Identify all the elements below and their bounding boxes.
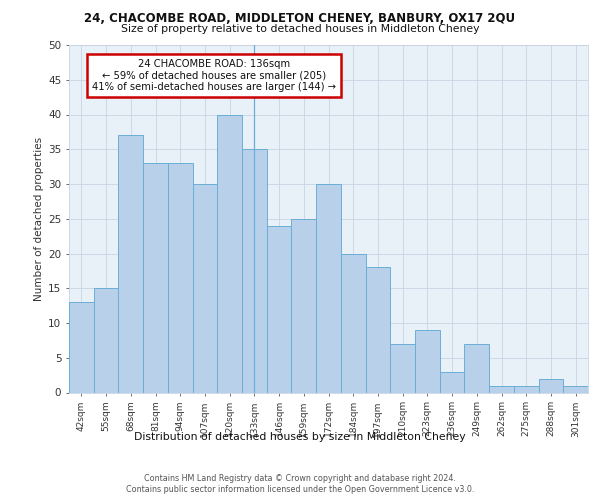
Bar xyxy=(267,226,292,392)
Bar xyxy=(242,149,267,392)
Text: 24, CHACOMBE ROAD, MIDDLETON CHENEY, BANBURY, OX17 2QU: 24, CHACOMBE ROAD, MIDDLETON CHENEY, BAN… xyxy=(85,12,515,24)
Text: Distribution of detached houses by size in Middleton Cheney: Distribution of detached houses by size … xyxy=(134,432,466,442)
Bar xyxy=(464,344,489,393)
Bar xyxy=(341,254,365,392)
Text: Size of property relative to detached houses in Middleton Cheney: Size of property relative to detached ho… xyxy=(121,24,479,34)
Y-axis label: Number of detached properties: Number of detached properties xyxy=(34,136,44,301)
Bar xyxy=(292,219,316,392)
Text: Contains HM Land Registry data © Crown copyright and database right 2024.: Contains HM Land Registry data © Crown c… xyxy=(144,474,456,483)
Bar xyxy=(118,136,143,392)
Text: 24 CHACOMBE ROAD: 136sqm
← 59% of detached houses are smaller (205)
41% of semi-: 24 CHACOMBE ROAD: 136sqm ← 59% of detach… xyxy=(92,59,337,92)
Bar xyxy=(415,330,440,392)
Text: Contains public sector information licensed under the Open Government Licence v3: Contains public sector information licen… xyxy=(126,485,474,494)
Bar xyxy=(193,184,217,392)
Bar xyxy=(316,184,341,392)
Bar xyxy=(539,378,563,392)
Bar xyxy=(69,302,94,392)
Bar xyxy=(217,114,242,392)
Bar xyxy=(143,163,168,392)
Bar xyxy=(563,386,588,392)
Bar xyxy=(489,386,514,392)
Bar xyxy=(365,268,390,392)
Bar xyxy=(168,163,193,392)
Bar xyxy=(514,386,539,392)
Bar xyxy=(440,372,464,392)
Bar xyxy=(390,344,415,393)
Bar xyxy=(94,288,118,393)
